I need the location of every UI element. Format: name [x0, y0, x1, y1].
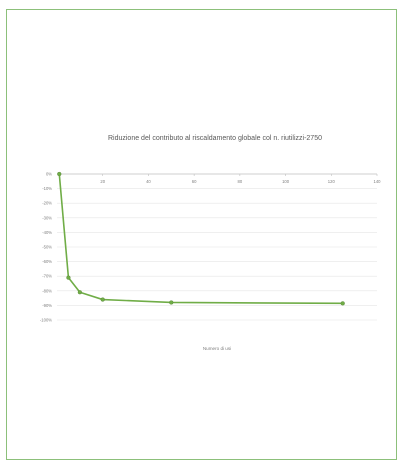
x-axis-label: Numero di usi	[203, 346, 231, 351]
data-point	[100, 297, 105, 302]
data-point	[57, 171, 62, 177]
x-tick-label: 60	[192, 179, 197, 184]
chart: Riduzione del contributo al riscaldament…	[40, 128, 390, 353]
chart-title: Riduzione del contributo al riscaldament…	[107, 135, 322, 142]
y-tick-label: -30%	[42, 215, 52, 220]
data-point	[169, 300, 174, 305]
y-tick-label: -20%	[42, 201, 52, 206]
y-tick-label: -50%	[42, 245, 52, 250]
x-tick-label: 40	[146, 179, 151, 184]
x-tick-label: 140	[374, 179, 382, 184]
y-tick-label: -80%	[42, 288, 52, 293]
x-tick-label: 80	[238, 179, 243, 184]
y-tick-label: -10%	[42, 186, 52, 191]
series-line	[58, 173, 343, 305]
data-point	[77, 290, 82, 295]
y-tick-label: -100%	[40, 318, 52, 323]
data-point	[66, 275, 71, 280]
x-tick-label: 120	[328, 179, 336, 184]
y-tick-label: 0%	[46, 172, 52, 177]
data-point	[340, 301, 345, 306]
x-tick-label: 20	[100, 179, 105, 184]
y-tick-label: -60%	[42, 259, 52, 264]
x-tick-label: 100	[282, 179, 290, 184]
y-tick-label: -90%	[42, 303, 52, 308]
chart-svg: 0% -10% -20% -30% -40% -50% -60% -70% -80% -90% -1…	[40, 171, 382, 352]
y-tick-label: -40%	[42, 230, 52, 235]
y-tick-label: -70%	[42, 274, 52, 279]
figure-frame	[6, 9, 397, 460]
